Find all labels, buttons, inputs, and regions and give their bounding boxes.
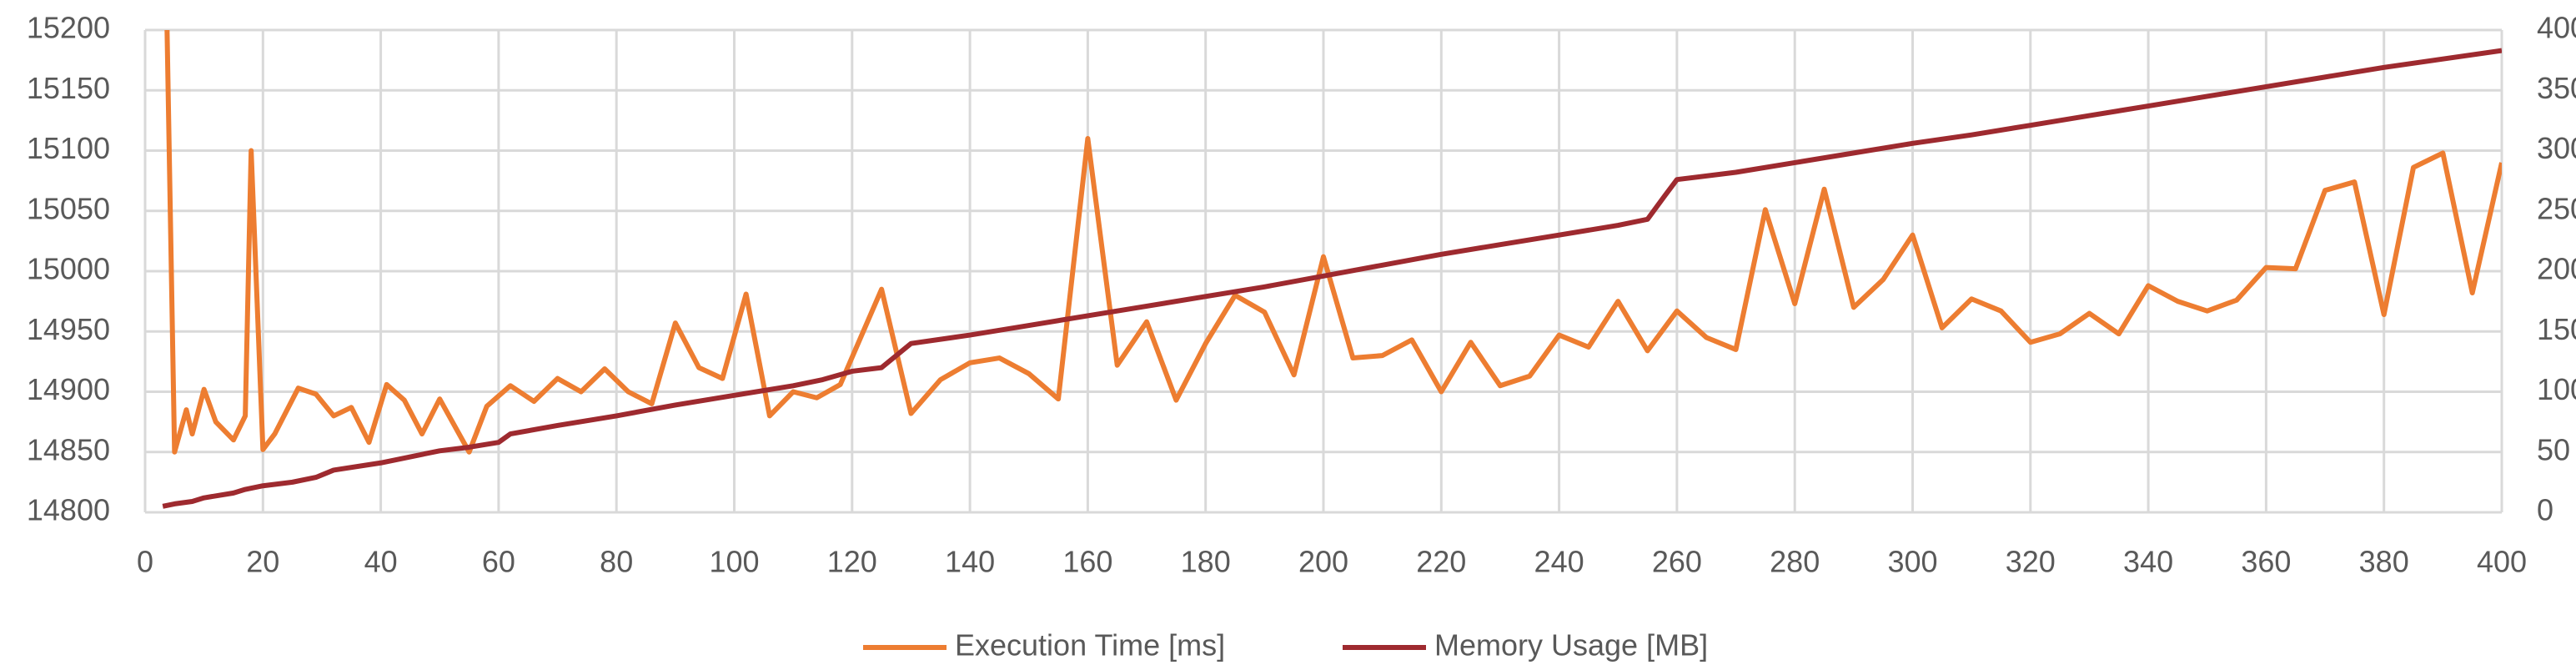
y2-tick-label: 100 (2537, 372, 2576, 406)
x-tick-label: 200 (1298, 545, 1348, 579)
y2-tick-label: 400 (2537, 11, 2576, 45)
x-tick-label: 380 (2359, 545, 2409, 579)
x-tick-label: 120 (827, 545, 877, 579)
y2-tick-label: 200 (2537, 252, 2576, 286)
x-tick-label: 100 (709, 545, 759, 579)
y-tick-label: 15100 (27, 131, 110, 165)
x-tick-label: 180 (1181, 545, 1231, 579)
x-tick-label: 60 (482, 545, 515, 579)
y-tick-label: 15000 (27, 252, 110, 286)
y-tick-label: 14800 (27, 493, 110, 527)
y2-tick-label: 0 (2537, 493, 2553, 527)
line-series (162, 48, 2502, 509)
y-tick-label: 14850 (27, 432, 110, 466)
x-tick-label: 360 (2241, 545, 2291, 579)
x-tick-label: 240 (1534, 545, 1584, 579)
x-tick-label: 400 (2477, 545, 2527, 579)
x-tick-label: 300 (1887, 545, 1937, 579)
y2-tick-label: 150 (2537, 312, 2576, 346)
y-tick-label: 15050 (27, 191, 110, 225)
legend-label: Execution Time [ms] (955, 628, 1225, 662)
y-tick-label: 15200 (27, 11, 110, 45)
y-tick-label: 15150 (27, 71, 110, 105)
x-tick-label: 260 (1652, 545, 1702, 579)
x-tick-label: 320 (2006, 545, 2056, 579)
y2-tick-label: 250 (2537, 191, 2576, 225)
x-tick-label: 220 (1416, 545, 1466, 579)
y2-tick-label: 350 (2537, 71, 2576, 105)
x-tick-label: 0 (137, 545, 153, 579)
y-tick-label: 14950 (27, 312, 110, 346)
y2-tick-label: 300 (2537, 131, 2576, 165)
y-tick-label: 14900 (27, 372, 110, 406)
y2-tick-label: 50 (2537, 432, 2570, 466)
legend-label: Memory Usage [MB] (1434, 628, 1708, 662)
x-tick-label: 160 (1062, 545, 1112, 579)
x-tick-label: 80 (600, 545, 633, 579)
x-tick-label: 340 (2123, 545, 2173, 579)
line-series (164, 30, 2502, 455)
x-tick-label: 140 (945, 545, 995, 579)
x-tick-label: 280 (1770, 545, 1820, 579)
x-tick-label: 20 (246, 545, 279, 579)
x-tick-label: 40 (364, 545, 398, 579)
